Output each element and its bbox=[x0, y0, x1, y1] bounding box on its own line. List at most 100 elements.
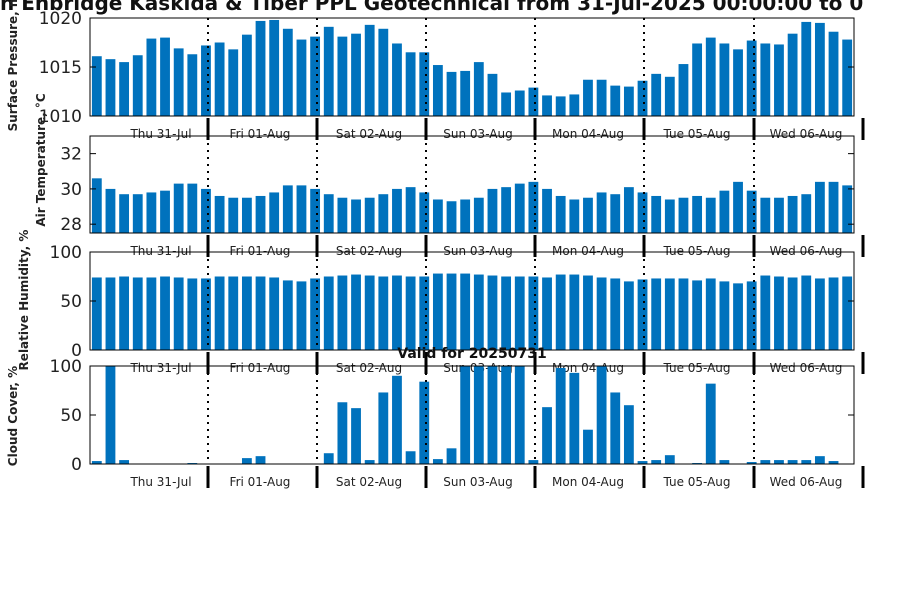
y-tick-label: 100 bbox=[50, 357, 82, 377]
bar bbox=[774, 44, 784, 116]
bar bbox=[269, 19, 280, 116]
bar bbox=[569, 199, 580, 233]
bar bbox=[405, 52, 416, 116]
x-tick-label: Tue 05-Aug bbox=[662, 127, 730, 141]
bar bbox=[378, 392, 389, 464]
x-tick-label: Tue 05-Aug bbox=[662, 361, 730, 375]
bar bbox=[555, 96, 566, 116]
bar bbox=[432, 459, 443, 464]
bar bbox=[514, 183, 525, 233]
bar bbox=[282, 185, 293, 233]
chart-panels: 1010 1015 1020 Thu 31-Jul Fri 01-Aug Sat 02-A… bbox=[6, 0, 865, 489]
bar bbox=[610, 278, 621, 350]
bar bbox=[514, 366, 525, 464]
bar bbox=[814, 278, 825, 350]
bar bbox=[241, 197, 252, 233]
bar bbox=[542, 95, 552, 116]
x-tick-label: Wed 06-Aug bbox=[770, 244, 843, 258]
bar bbox=[282, 280, 293, 350]
bar bbox=[160, 276, 170, 350]
bar bbox=[132, 194, 143, 233]
bar bbox=[160, 37, 170, 116]
bar bbox=[228, 276, 239, 350]
bar bbox=[610, 194, 621, 233]
bar bbox=[719, 190, 730, 233]
bar bbox=[733, 181, 743, 233]
bar bbox=[814, 22, 825, 116]
y-tick-label: 100 bbox=[50, 243, 82, 263]
bar bbox=[432, 199, 443, 233]
y-tick-label: 1015 bbox=[39, 58, 82, 78]
bar bbox=[555, 367, 566, 464]
bar bbox=[460, 366, 471, 464]
x-tick-label: Mon 04-Aug bbox=[552, 475, 624, 489]
bar bbox=[460, 199, 471, 233]
bar bbox=[241, 276, 252, 350]
bar bbox=[583, 275, 593, 350]
x-tick-label: Wed 06-Aug bbox=[770, 361, 843, 375]
bar bbox=[651, 460, 662, 464]
bar bbox=[787, 277, 798, 350]
bar bbox=[678, 64, 689, 116]
bar bbox=[664, 76, 675, 116]
bar bbox=[746, 462, 757, 464]
bar bbox=[473, 274, 484, 350]
bar bbox=[528, 276, 539, 350]
y-tick-label: 50 bbox=[60, 406, 82, 426]
bar bbox=[269, 192, 280, 233]
bar bbox=[814, 181, 825, 233]
bar bbox=[392, 43, 402, 117]
bar bbox=[774, 197, 784, 233]
bar bbox=[364, 197, 375, 233]
y-tick-label: 0 bbox=[71, 341, 82, 361]
y-tick-label: 1010 bbox=[39, 107, 82, 127]
bar bbox=[692, 43, 703, 117]
bar bbox=[473, 197, 484, 233]
bar bbox=[487, 275, 498, 350]
bar bbox=[828, 181, 839, 233]
bar bbox=[705, 383, 716, 464]
bar bbox=[760, 460, 771, 464]
bar bbox=[446, 71, 457, 116]
bar bbox=[473, 366, 484, 464]
bar bbox=[255, 276, 266, 350]
bar bbox=[487, 73, 498, 116]
panel-0: 1010 1015 1020 Thu 31-Jul Fri 01-Aug Sat 02-A… bbox=[6, 0, 865, 141]
bar bbox=[746, 281, 757, 350]
bar bbox=[542, 188, 552, 233]
bar bbox=[446, 201, 457, 233]
bar bbox=[187, 54, 198, 116]
bar bbox=[214, 276, 225, 350]
bar bbox=[91, 461, 102, 464]
bar bbox=[419, 381, 430, 464]
x-tick-label: Thu 31-Jul bbox=[129, 127, 191, 141]
bar bbox=[405, 451, 416, 464]
bar bbox=[105, 277, 116, 350]
bar bbox=[801, 460, 812, 464]
bar bbox=[651, 278, 662, 350]
bar bbox=[569, 372, 580, 464]
bar bbox=[692, 280, 703, 350]
bar bbox=[392, 375, 402, 464]
bar bbox=[705, 197, 716, 233]
bar bbox=[173, 183, 184, 233]
bar bbox=[514, 276, 525, 350]
bar bbox=[419, 52, 430, 116]
bar bbox=[269, 277, 280, 350]
bar bbox=[637, 80, 648, 116]
bar bbox=[596, 366, 607, 464]
x-tick-label: Wed 06-Aug bbox=[770, 127, 843, 141]
bar bbox=[105, 59, 116, 116]
bar bbox=[774, 460, 784, 464]
x-tick-label: Thu 31-Jul bbox=[129, 475, 191, 489]
bar bbox=[623, 405, 634, 464]
x-tick-label: Sun 03-Aug bbox=[443, 244, 512, 258]
y-tick-label: 28 bbox=[60, 215, 82, 235]
bar bbox=[432, 273, 443, 350]
bar bbox=[842, 39, 853, 117]
bar bbox=[105, 366, 116, 464]
y-tick-label: 50 bbox=[60, 292, 82, 312]
bar bbox=[173, 48, 184, 116]
bar bbox=[392, 275, 402, 350]
